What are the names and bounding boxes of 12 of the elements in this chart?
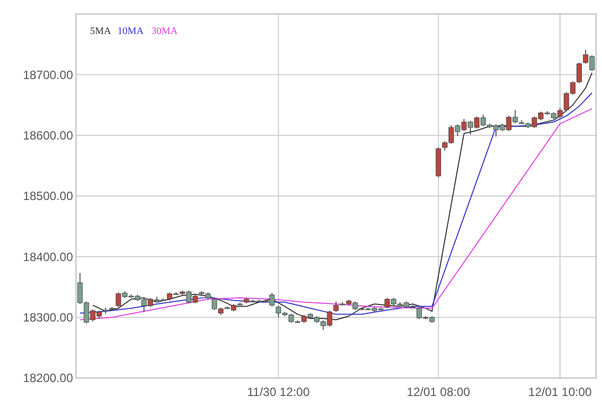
y-tick-label: 18400.00	[22, 250, 74, 264]
y-tick-label: 18600.00	[22, 128, 74, 143]
x-tick-label: 12/01 08:00	[406, 385, 470, 399]
y-tick-label: 18500.00	[22, 189, 74, 204]
y-tick-label: 18300.00	[22, 310, 74, 325]
x-tick-label: 12/01 10:00	[528, 385, 592, 399]
text: 30MA	[152, 26, 178, 37]
y-tick-label: 18200.00	[22, 371, 74, 386]
y-tick-label: 18700.00	[22, 68, 74, 82]
x-tick-label: 11/30 12:00	[247, 385, 310, 399]
text: 5MA	[90, 26, 112, 37]
text: 10MA	[118, 26, 144, 37]
